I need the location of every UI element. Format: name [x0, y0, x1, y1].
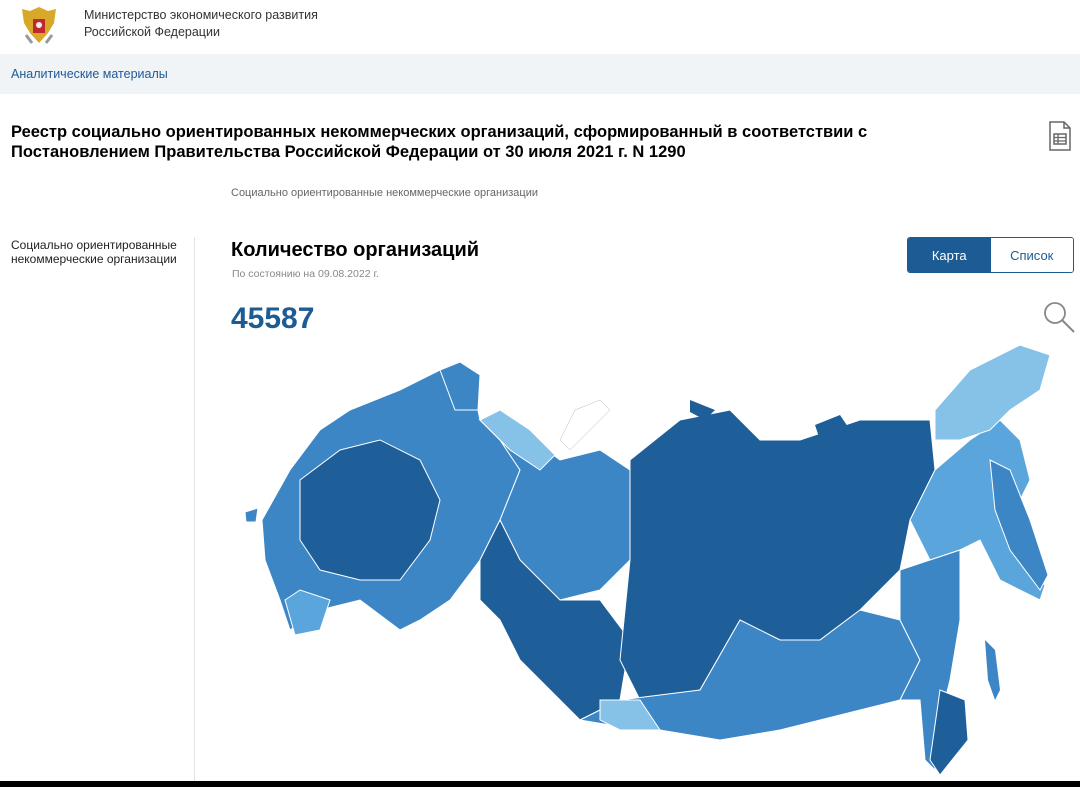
region-caucasus — [284, 589, 331, 636]
region-central — [299, 439, 441, 581]
sidebar-item-sonko[interactable]: Социально ориентированные некоммерческие… — [11, 238, 177, 266]
coat-of-arms-logo[interactable] — [18, 3, 60, 47]
as-of-date: По состоянию на 09.08.2022 г. — [232, 268, 379, 280]
breadcrumb-analytics-link[interactable]: Аналитические материалы — [11, 67, 168, 81]
ministry-name-line2: Российской Федерации — [84, 25, 220, 39]
tab-list[interactable]: Список — [990, 238, 1073, 272]
sub-navigation[interactable]: Социально ориентированные некоммерческие… — [231, 187, 539, 199]
breadcrumb: Аналитические материалы — [0, 54, 1080, 94]
bottom-bar — [0, 781, 1080, 787]
section-heading: Количество организаций — [231, 239, 480, 261]
sidebar-divider — [194, 237, 195, 782]
site-header: Министерство экономического развития Рос… — [0, 0, 1080, 54]
tab-map[interactable]: Карта — [908, 238, 991, 272]
organization-count: 45587 — [231, 302, 315, 335]
region-chukotka — [934, 344, 1051, 441]
region-yamal — [479, 409, 556, 471]
region-primorye — [929, 689, 969, 776]
page-title: Реестр социально ориентированных некомме… — [11, 123, 868, 161]
search-icon[interactable] — [1042, 300, 1076, 334]
view-toggle: Карта Список — [907, 237, 1074, 273]
region-novaya-zemlya — [559, 399, 611, 451]
ministry-name-line1: Министерство экономического развития — [84, 8, 318, 22]
russia-regions-map[interactable] — [230, 338, 1070, 780]
region-altai — [599, 699, 661, 731]
region-kaliningrad — [244, 507, 259, 523]
region-amur — [899, 549, 961, 772]
spreadsheet-doc-icon[interactable] — [1048, 121, 1072, 151]
region-kola — [439, 361, 481, 411]
region-kamchatka — [989, 459, 1049, 591]
region-sakhalin — [985, 640, 1000, 700]
